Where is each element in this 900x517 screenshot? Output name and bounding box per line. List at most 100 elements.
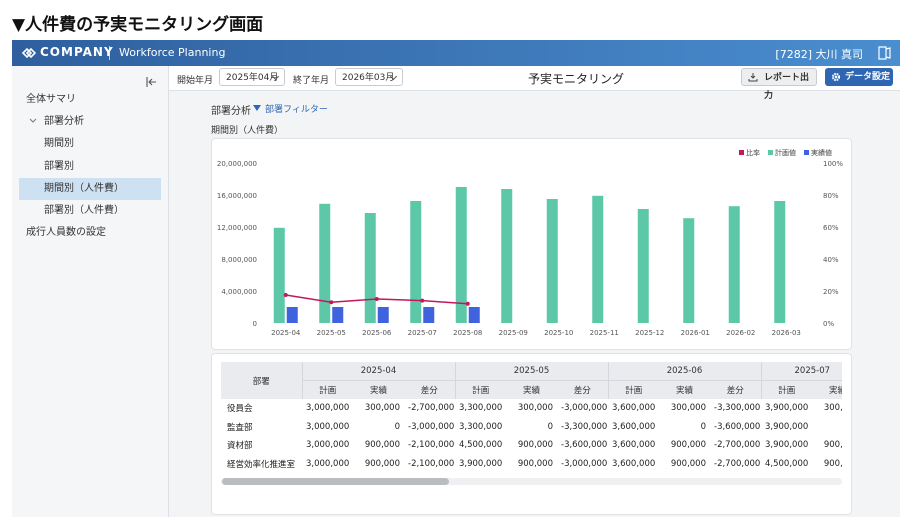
- subheader-row: 計画実績差分計画実績差分計画実績差分計画実績: [221, 380, 842, 399]
- bar: [286, 307, 298, 323]
- table-cell: 4,500,000: [765, 458, 809, 469]
- table-cell: [812, 418, 842, 437]
- table-card: 部署 2025-04 2025-05 2025-06 2025-07 計画 実績 差分 計画 実績…: [211, 353, 852, 515]
- start-label: 開始年月: [177, 76, 214, 86]
- table-cell: -3,600,000: [714, 421, 761, 432]
- sub-header: 計画: [301, 380, 353, 399]
- header-row: 部署 2025-04 2025-05 2025-06 2025-07: [221, 362, 842, 399]
- sub-header: 差分: [404, 380, 455, 399]
- y-tick-label: 4,000,000: [221, 288, 257, 296]
- sub-header: 実績: [506, 380, 557, 399]
- table-cell: 3,000,000: [306, 421, 350, 432]
- data-table: 部署 2025-04 2025-05 2025-06 2025-07 計画 実績 差分 計画 実績…: [221, 362, 842, 473]
- line-point: [420, 298, 425, 303]
- separator: [109, 46, 110, 60]
- download-icon: [748, 73, 758, 82]
- report-button[interactable]: レポート出力: [741, 68, 817, 101]
- bar: [273, 227, 285, 323]
- table-cell: -2,700,000: [714, 458, 761, 469]
- table-cell: 3,600,000: [612, 403, 656, 414]
- y-tick-label: 12,000,000: [217, 224, 257, 232]
- table-cell: 900,000: [823, 458, 842, 469]
- table-cell: 3,900,000: [459, 458, 503, 469]
- user-name[interactable]: [7282] 大川 真司: [775, 48, 863, 61]
- table-cell: 3,900,000: [765, 421, 809, 432]
- legend-swatch: [804, 150, 809, 155]
- table-cell: -2,100,000: [408, 440, 455, 451]
- sidebar-item[interactable]: 期間別: [44, 138, 74, 150]
- table-cell: 300,000: [823, 403, 842, 414]
- sub-header: 実績: [353, 380, 404, 399]
- x-tick-label: 2025-04: [271, 329, 301, 337]
- table-cell: 900,000: [670, 458, 706, 469]
- sub-header: 計画: [454, 380, 506, 399]
- sidebar-item[interactable]: 部署別: [44, 160, 74, 172]
- table-container: 部署 2025-04 2025-05 2025-06 2025-07 計画 実績 差分 計画 実績…: [221, 362, 842, 476]
- table-cell: 900,000: [364, 440, 400, 451]
- bar: [319, 203, 331, 323]
- scrollbar-thumb[interactable]: [222, 478, 449, 485]
- start-select[interactable]: 2025年04月: [219, 68, 285, 86]
- sub-header: 計画: [607, 380, 659, 399]
- section-title: 部署分析: [211, 106, 251, 117]
- line-point: [374, 297, 379, 301]
- bar: [410, 201, 422, 323]
- y2-tick-label: 80%: [823, 192, 839, 200]
- chart: 0 4,000,000 8,000,000 12,000,000 16,000,000 2…: [217, 148, 843, 337]
- sidebar-item[interactable]: 成行人員数の設定: [26, 227, 106, 239]
- table-cell: 900,000: [670, 440, 706, 451]
- screen-title: 予実モニタリング: [528, 72, 625, 86]
- line-point: [465, 301, 470, 306]
- y2-tick-label: 0%: [823, 320, 834, 328]
- chevron-path: [29, 118, 37, 123]
- x-tick-label: 2025-10: [544, 329, 573, 337]
- sidebar-item[interactable]: 部署別（人件費）: [44, 205, 124, 216]
- table-row: 資材部 3,000,000 900,000 -2,100,000 4,500,000 90…: [221, 436, 842, 455]
- end-select[interactable]: 2026年03月: [335, 68, 403, 86]
- settings-button[interactable]: データ設定: [825, 68, 893, 86]
- table-cell: 300,000: [670, 403, 706, 414]
- bar: [683, 218, 695, 323]
- sub-header: 差分: [710, 380, 761, 399]
- legend-swatch: [768, 150, 773, 155]
- logo-text: COMPANY: [40, 45, 114, 59]
- table-cell: -3,000,000: [408, 421, 455, 432]
- table-cell: -3,000,000: [561, 403, 608, 414]
- line-point: [329, 300, 334, 305]
- filter-link[interactable]: 部署フィルター: [265, 105, 328, 115]
- table-body: 役員会 3,000,000 300,000 -2,700,000 3,300,000 30…: [221, 399, 842, 473]
- month-header: 2025-04: [301, 362, 455, 381]
- bar: [774, 201, 786, 323]
- x-tick-label: 2026-03: [772, 329, 801, 337]
- collapse-icon[interactable]: [146, 76, 158, 88]
- row-name: 役員会: [227, 404, 253, 415]
- bar: [455, 187, 467, 323]
- bar: [364, 213, 376, 323]
- table-row: 役員会 3,000,000 300,000 -2,700,000 3,300,000 30…: [221, 399, 842, 418]
- legend-label: 実績値: [811, 148, 832, 157]
- bar: [501, 189, 513, 323]
- y2-tick-label: 60%: [823, 224, 839, 232]
- table-cell: 3,600,000: [612, 458, 656, 469]
- sidebar-item[interactable]: 全体サマリ: [26, 94, 76, 105]
- table-cell: 0: [547, 421, 553, 432]
- y2-tick-label: 100%: [823, 160, 843, 168]
- end-label: 終了年月: [293, 76, 330, 86]
- expand-chevron: [29, 118, 37, 123]
- table-cell: 4,500,000: [459, 440, 503, 451]
- legend-label: 比率: [746, 148, 760, 157]
- table-cell: 900,000: [517, 458, 553, 469]
- y-tick-label: 20,000,000: [217, 160, 257, 168]
- logout-icon[interactable]: [876, 45, 892, 61]
- logo-icon: [21, 47, 37, 59]
- x-tick-label: 2025-06: [362, 329, 392, 337]
- chart-subtitle: 期間別（人件費）: [211, 126, 284, 136]
- sidebar-item[interactable]: 部署分析: [19, 111, 161, 133]
- page-title: ▼人件費の予実モニタリング画面: [12, 15, 264, 35]
- table-head: 部署 2025-04 2025-05 2025-06 2025-07 計画 実績 差分 計画 実績…: [221, 362, 842, 399]
- app-window: COMPANY Workforce Planning [7282] 大川 真司 …: [12, 40, 900, 517]
- bar: [592, 195, 604, 323]
- y2-tick-label: 40%: [823, 256, 839, 264]
- sidebar-item[interactable]: 期間別（人件費）: [19, 177, 161, 200]
- row-name: 資材部: [227, 441, 253, 452]
